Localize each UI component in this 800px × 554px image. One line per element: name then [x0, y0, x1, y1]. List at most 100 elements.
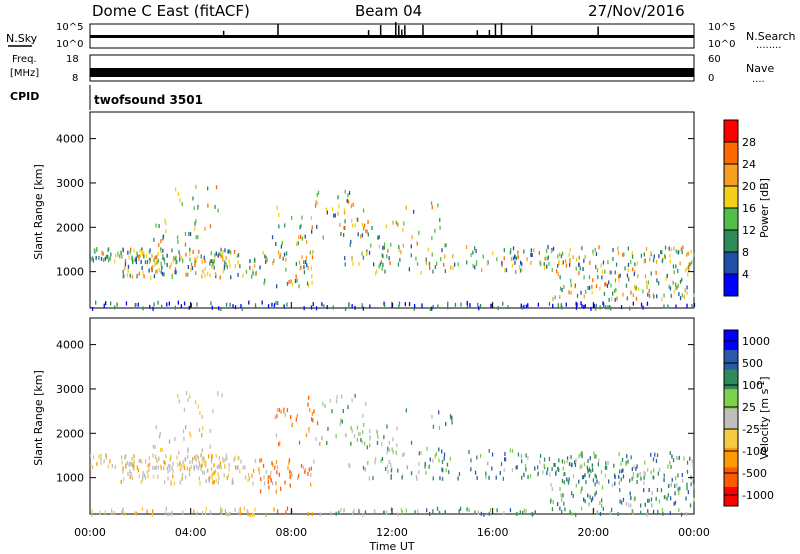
- range-cell: [658, 281, 660, 286]
- range-cell: [690, 249, 692, 254]
- range-cell: [664, 495, 667, 500]
- power-scatter: [90, 184, 696, 311]
- range-cell: [530, 253, 532, 257]
- range-cell: [563, 285, 565, 289]
- range-cell: [503, 256, 505, 261]
- range-cell: [138, 257, 140, 262]
- range-cell: [520, 303, 522, 308]
- range-cell: [403, 452, 405, 457]
- range-cell: [612, 247, 614, 252]
- range-cell: [600, 469, 603, 474]
- range-cell: [436, 506, 439, 511]
- range-cell: [558, 468, 560, 472]
- range-cell: [551, 268, 553, 272]
- range-cell: [504, 457, 507, 462]
- range-cell: [195, 464, 197, 469]
- x-tick-label: 20:00: [577, 526, 609, 539]
- range-cell: [158, 268, 160, 272]
- range-cell: [417, 509, 419, 514]
- range-cell: [485, 471, 487, 476]
- range-cell: [388, 440, 390, 445]
- range-cell: [654, 452, 656, 457]
- range-cell: [468, 450, 470, 455]
- range-cell: [175, 187, 177, 192]
- range-cell: [559, 295, 561, 299]
- range-cell: [170, 512, 172, 517]
- range-cell: [650, 452, 652, 457]
- range-cell: [311, 512, 313, 517]
- range-cell: [400, 250, 402, 255]
- range-cell: [300, 223, 302, 228]
- range-cell: [604, 269, 606, 274]
- range-cell: [280, 409, 282, 414]
- velocity-ylabel: Slant Range [km]: [32, 370, 45, 466]
- range-cell: [656, 453, 659, 458]
- range-cell: [628, 277, 630, 282]
- range-cell: [629, 478, 631, 483]
- range-cell: [589, 260, 591, 265]
- range-cell: [361, 233, 363, 238]
- range-cell: [122, 477, 125, 482]
- range-cell: [596, 479, 598, 484]
- range-cell: [299, 225, 301, 230]
- range-cell: [183, 466, 186, 470]
- range-cell: [338, 510, 340, 515]
- range-cell: [374, 509, 376, 514]
- range-cell: [686, 251, 689, 256]
- range-cell: [578, 271, 580, 276]
- range-cell: [107, 254, 109, 259]
- range-cell: [341, 419, 343, 424]
- range-cell: [428, 261, 431, 266]
- range-cell: [301, 255, 303, 260]
- range-cell: [169, 265, 171, 270]
- range-cell: [350, 426, 352, 430]
- range-cell: [457, 262, 459, 267]
- range-cell: [312, 250, 314, 255]
- range-cell: [201, 510, 204, 515]
- power-colorbar-tick: 12: [742, 224, 756, 237]
- range-cell: [523, 508, 526, 513]
- nsky-spike: [500, 22, 503, 36]
- range-cell: [686, 486, 688, 491]
- range-cell: [408, 267, 410, 272]
- range-cell: [622, 252, 624, 257]
- range-cell: [200, 467, 202, 472]
- range-cell: [568, 477, 570, 482]
- range-cell: [465, 245, 468, 249]
- range-cell: [201, 274, 203, 279]
- range-cell: [369, 443, 371, 448]
- range-cell: [686, 266, 688, 271]
- range-cell: [194, 226, 196, 231]
- range-cell: [415, 474, 418, 479]
- range-cell: [589, 495, 591, 500]
- range-cell: [672, 458, 675, 463]
- range-cell: [556, 269, 558, 274]
- range-cell: [444, 243, 446, 248]
- range-cell: [621, 500, 623, 505]
- velocity-colorbar-tick: 1000: [742, 335, 770, 348]
- range-cell: [321, 302, 323, 307]
- range-cell: [625, 462, 627, 467]
- range-cell: [155, 425, 157, 430]
- range-cell: [189, 460, 191, 465]
- range-cell: [203, 470, 206, 475]
- range-cell: [364, 467, 366, 472]
- range-cell: [135, 511, 138, 516]
- range-cell: [286, 408, 289, 413]
- range-cell: [300, 234, 302, 239]
- range-cell: [127, 250, 129, 255]
- range-cell: [92, 465, 94, 470]
- range-cell: [241, 306, 243, 311]
- range-cell: [310, 482, 312, 487]
- range-cell: [663, 253, 666, 258]
- range-cell: [307, 512, 309, 517]
- range-cell: [252, 269, 254, 273]
- range-cell: [227, 473, 230, 478]
- range-cell: [538, 250, 540, 255]
- range-cell: [291, 473, 293, 478]
- range-cell: [141, 266, 143, 270]
- range-cell: [612, 291, 614, 296]
- range-cell: [604, 465, 607, 470]
- range-cell: [129, 475, 131, 480]
- range-cell: [219, 461, 221, 466]
